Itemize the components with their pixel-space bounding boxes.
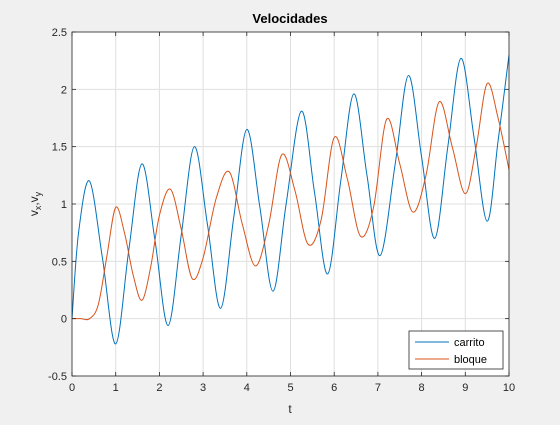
legend: carrito bloque (408, 330, 504, 370)
y-tick-label: 2 (61, 84, 67, 96)
y-axis-label: vx,vy (27, 191, 43, 216)
y-axis-label-sub-x: x (33, 205, 43, 210)
x-tick-label: 5 (287, 382, 293, 394)
y-axis-label-v2: v (27, 196, 41, 202)
legend-label-carrito: carrito (454, 337, 485, 349)
ticks (71, 31, 510, 377)
x-tick-label: 3 (200, 382, 206, 394)
x-tick-label: 1 (113, 382, 119, 394)
x-tick-label: 2 (156, 382, 162, 394)
y-tick-label: 0.5 (52, 256, 67, 268)
legend-label-bloque: bloque (454, 354, 487, 366)
y-axis-label-comma: , (27, 202, 41, 205)
y-tick-label: 0 (61, 314, 67, 326)
series-line-bloque (72, 82, 509, 321)
tick-labels: 0 1 2 3 4 5 6 7 8 9 10-0.500.511.522.5 (48, 27, 515, 394)
y-tick-label: 1 (61, 199, 67, 211)
x-tick-label: 0 (69, 382, 75, 394)
x-tick-label: 9 (462, 382, 468, 394)
x-tick-label: 10 (503, 382, 515, 394)
legend-box (408, 330, 504, 370)
y-tick-label: 1.5 (52, 142, 67, 154)
data-series (72, 54, 509, 345)
chart-title: Velocidades (252, 11, 327, 26)
x-tick-label: 8 (419, 382, 425, 394)
y-tick-label: -0.5 (48, 371, 67, 383)
y-tick-label: 2.5 (52, 27, 67, 39)
y-axis-label-sub-y: y (33, 191, 43, 196)
y-axis-label-v1: v (27, 210, 41, 216)
x-tick-label: 4 (244, 382, 250, 394)
x-axis-label: t (288, 402, 292, 416)
x-tick-label: 7 (375, 382, 381, 394)
series-line-carrito (72, 54, 509, 345)
x-tick-label: 6 (331, 382, 337, 394)
